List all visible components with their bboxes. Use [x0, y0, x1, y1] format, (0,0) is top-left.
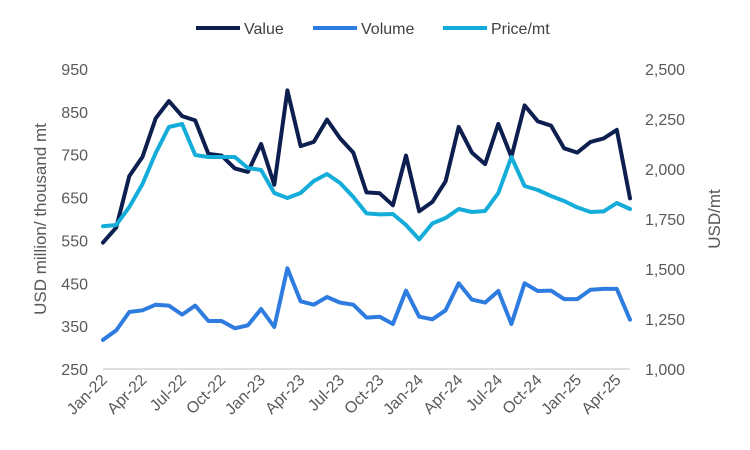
x-tick-label: Oct-22 [183, 372, 229, 418]
series-line-value [101, 88, 632, 245]
x-tick-label: Oct-24 [500, 372, 546, 418]
x-tick-label: Jan-24 [380, 372, 427, 419]
y-right-tick-label: 2,500 [645, 62, 685, 79]
series-lines [101, 88, 632, 342]
y-left-tick-label: 450 [61, 276, 88, 293]
x-tick-label: Jan-23 [222, 372, 269, 419]
x-tick-label: Jan-25 [539, 372, 586, 419]
y-left-tick-label: 850 [61, 105, 88, 122]
legend-label-value: Value [244, 21, 284, 38]
legend-label-price: Price/mt [491, 21, 550, 38]
x-tick-label: Jul-24 [463, 372, 506, 415]
y-left-tick-label: 950 [61, 62, 88, 79]
x-tick-label: Apr-25 [579, 372, 625, 418]
y-left-tick-label: 350 [61, 319, 88, 336]
series-line-price-mt [101, 122, 632, 242]
y-axis-right-title: USD/mt [705, 189, 724, 249]
legend: Value Volume Price/mt [196, 21, 550, 38]
left-axis-ticks: 250 350 450 550 650 750 850 950 [61, 62, 88, 379]
x-tick-label: Apr-23 [262, 372, 308, 418]
y-axis-left-title: USD million/ thousand mt [31, 123, 50, 315]
y-left-tick-label: 250 [61, 362, 88, 379]
x-tick-label: Oct-23 [342, 372, 388, 418]
series-line-volume [101, 266, 632, 342]
y-left-tick-label: 550 [61, 233, 88, 250]
x-tick-label: Jul-22 [147, 372, 190, 415]
legend-label-volume: Volume [361, 21, 414, 38]
y-right-tick-label: 1,500 [645, 262, 685, 279]
x-axis-ticks: Jan-22Apr-22Jul-22Oct-22Jan-23Apr-23Jul-… [64, 372, 625, 419]
y-left-tick-label: 750 [61, 148, 88, 165]
y-right-tick-label: 2,000 [645, 162, 685, 179]
x-tick-label: Apr-24 [421, 372, 467, 418]
x-tick-label: Apr-22 [104, 372, 150, 418]
y-right-tick-label: 2,250 [645, 112, 685, 129]
y-right-tick-label: 1,750 [645, 212, 685, 229]
x-tick-label: Jul-23 [305, 372, 348, 415]
right-axis-ticks: 1,000 1,250 1,500 1,750 2,000 2,250 2,500 [645, 62, 685, 379]
y-right-tick-label: 1,250 [645, 312, 685, 329]
y-right-tick-label: 1,000 [645, 362, 685, 379]
y-left-tick-label: 650 [61, 191, 88, 208]
